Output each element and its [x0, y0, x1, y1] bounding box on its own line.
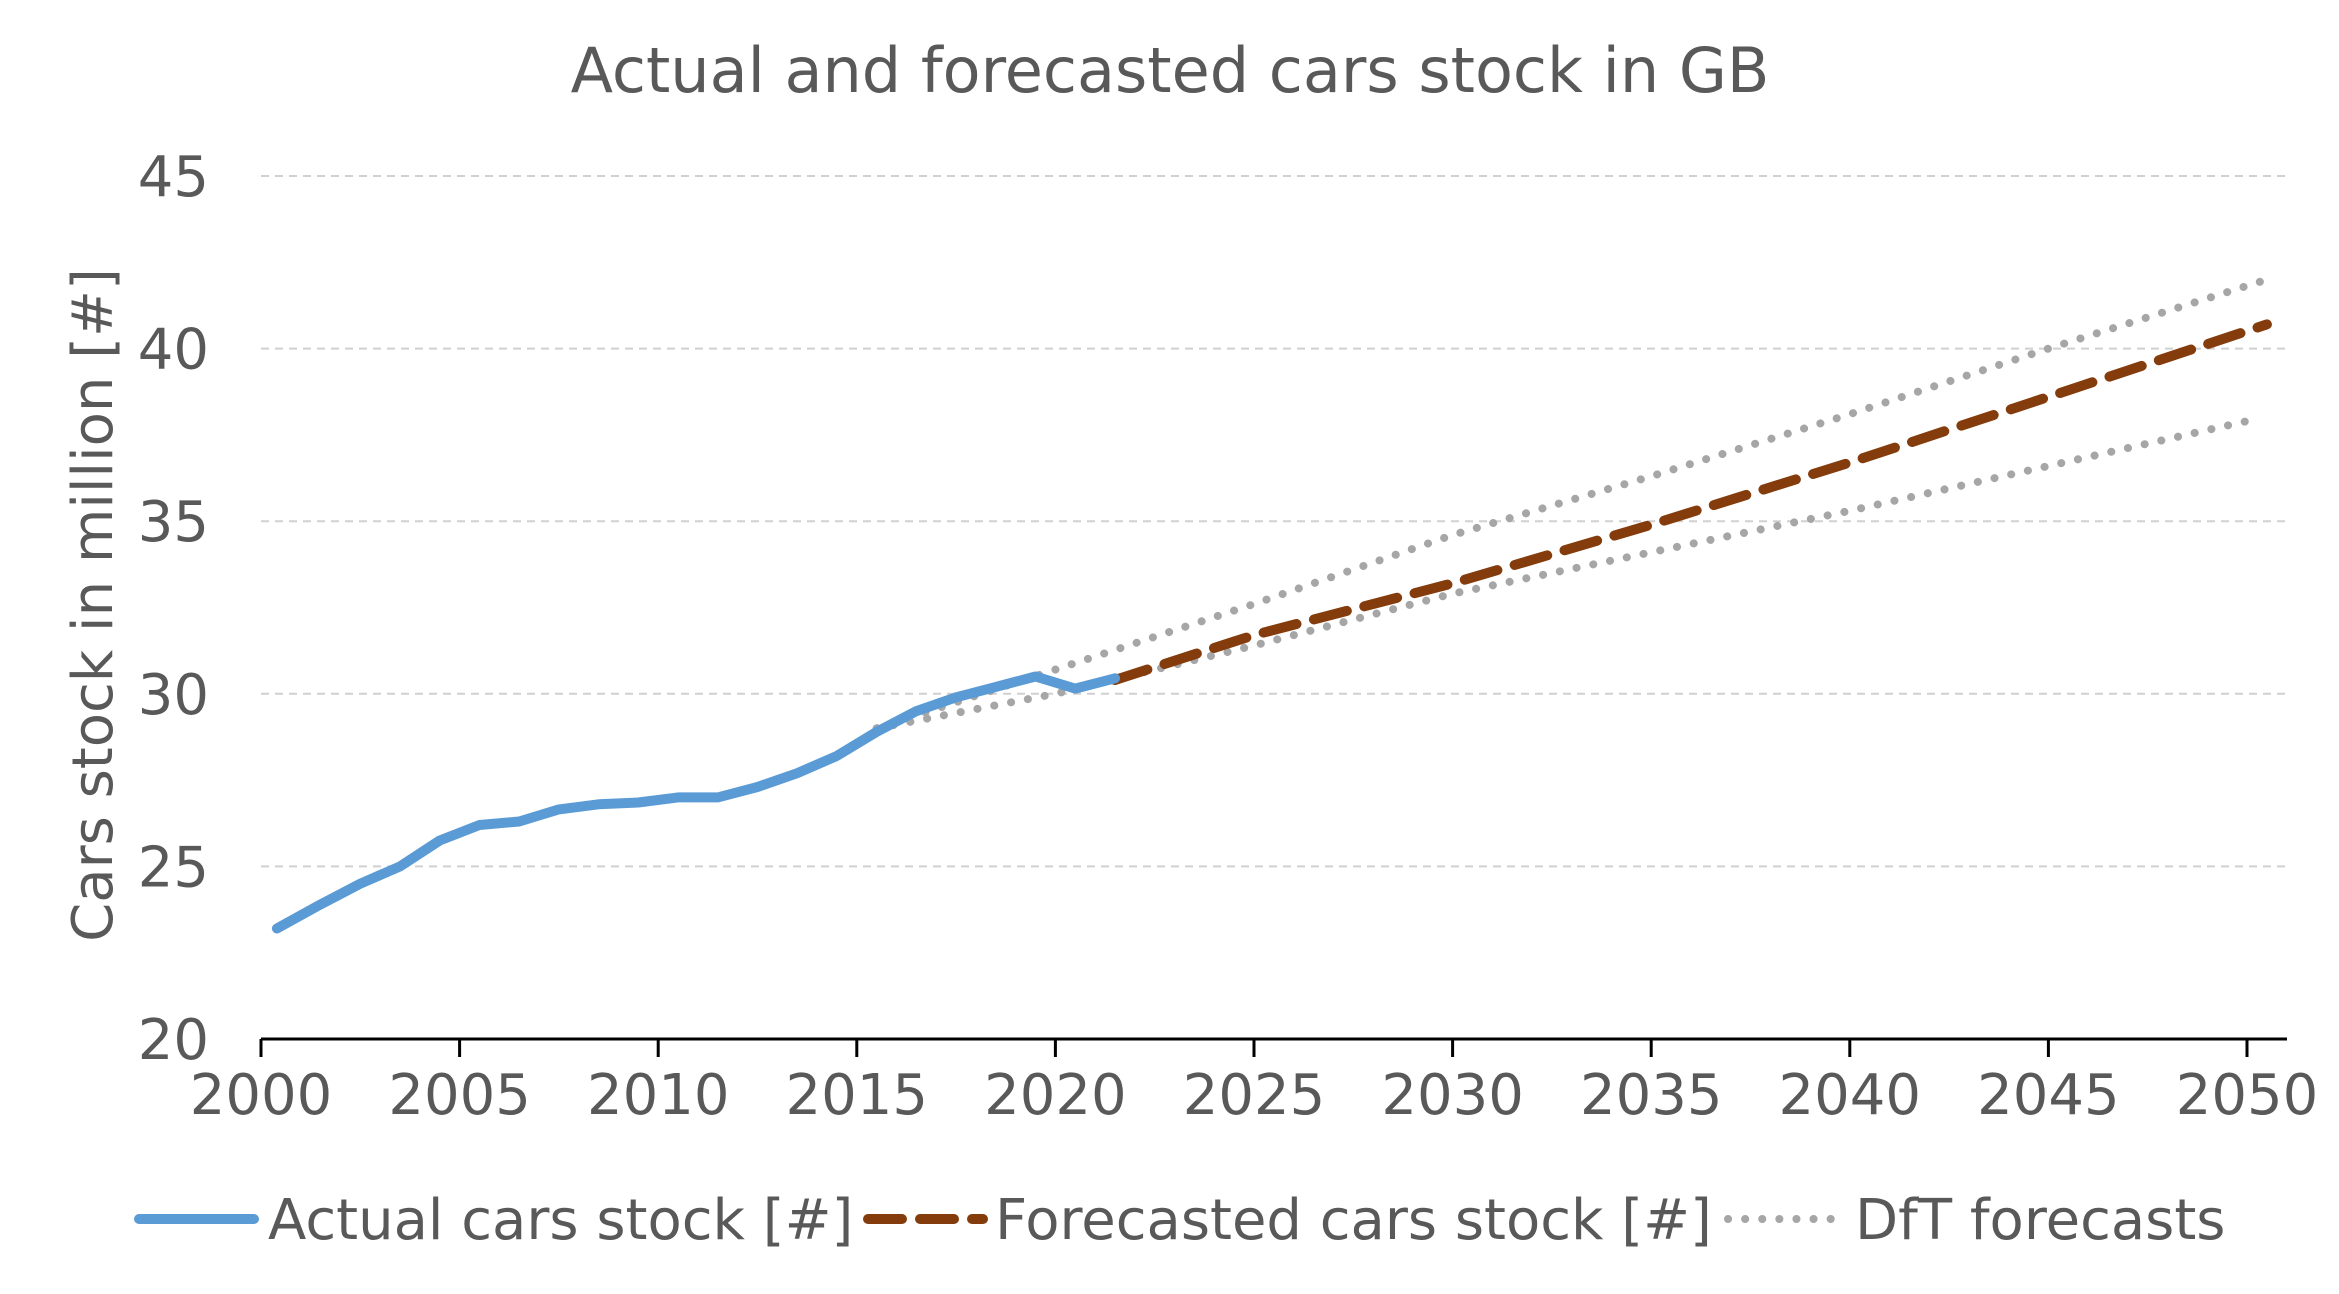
- x-tick-label: 2045: [1977, 1063, 2120, 1128]
- forecast-line: [1110, 319, 2272, 685]
- y-tick-label: 35: [138, 490, 209, 555]
- y-tick-label: 30: [138, 663, 209, 728]
- x-tick-label: 2020: [984, 1063, 1127, 1128]
- chart-title: Actual and forecasted cars stock in GB: [571, 34, 1770, 107]
- x-tick-label: 2025: [1183, 1063, 1326, 1128]
- series-layer: [271, 275, 2272, 934]
- legend-actual-label: Actual cars stock [#]: [268, 1188, 853, 1253]
- x-tick-label: 2030: [1381, 1063, 1524, 1128]
- x-tick-label: 2035: [1580, 1063, 1723, 1128]
- y-tick-label: 45: [138, 145, 209, 210]
- y-axis-label: Cars stock in million [#]: [61, 268, 126, 942]
- y-tick-label: 25: [138, 835, 209, 900]
- legend-dft-label: DfT forecasts: [1855, 1188, 2225, 1253]
- y-tick-label: 20: [138, 1008, 209, 1073]
- x-tick-label: 2040: [1779, 1063, 1922, 1128]
- actual-line: [271, 671, 1120, 934]
- dft-upper-line: [872, 275, 2271, 733]
- legend-forecast-label: Forecasted cars stock [#]: [995, 1188, 1712, 1253]
- x-tick-label: 2015: [786, 1063, 929, 1128]
- x-tick-label: 2010: [587, 1063, 730, 1128]
- x-tick-label: 2005: [388, 1063, 531, 1128]
- y-tick-label: 40: [138, 318, 209, 383]
- grid-layer: [261, 175, 2287, 868]
- x-tick-label: 2000: [190, 1063, 333, 1128]
- x-tick-label: 2050: [2176, 1063, 2319, 1128]
- legend: Actual cars stock [#] Forecasted cars sto…: [134, 1188, 2225, 1253]
